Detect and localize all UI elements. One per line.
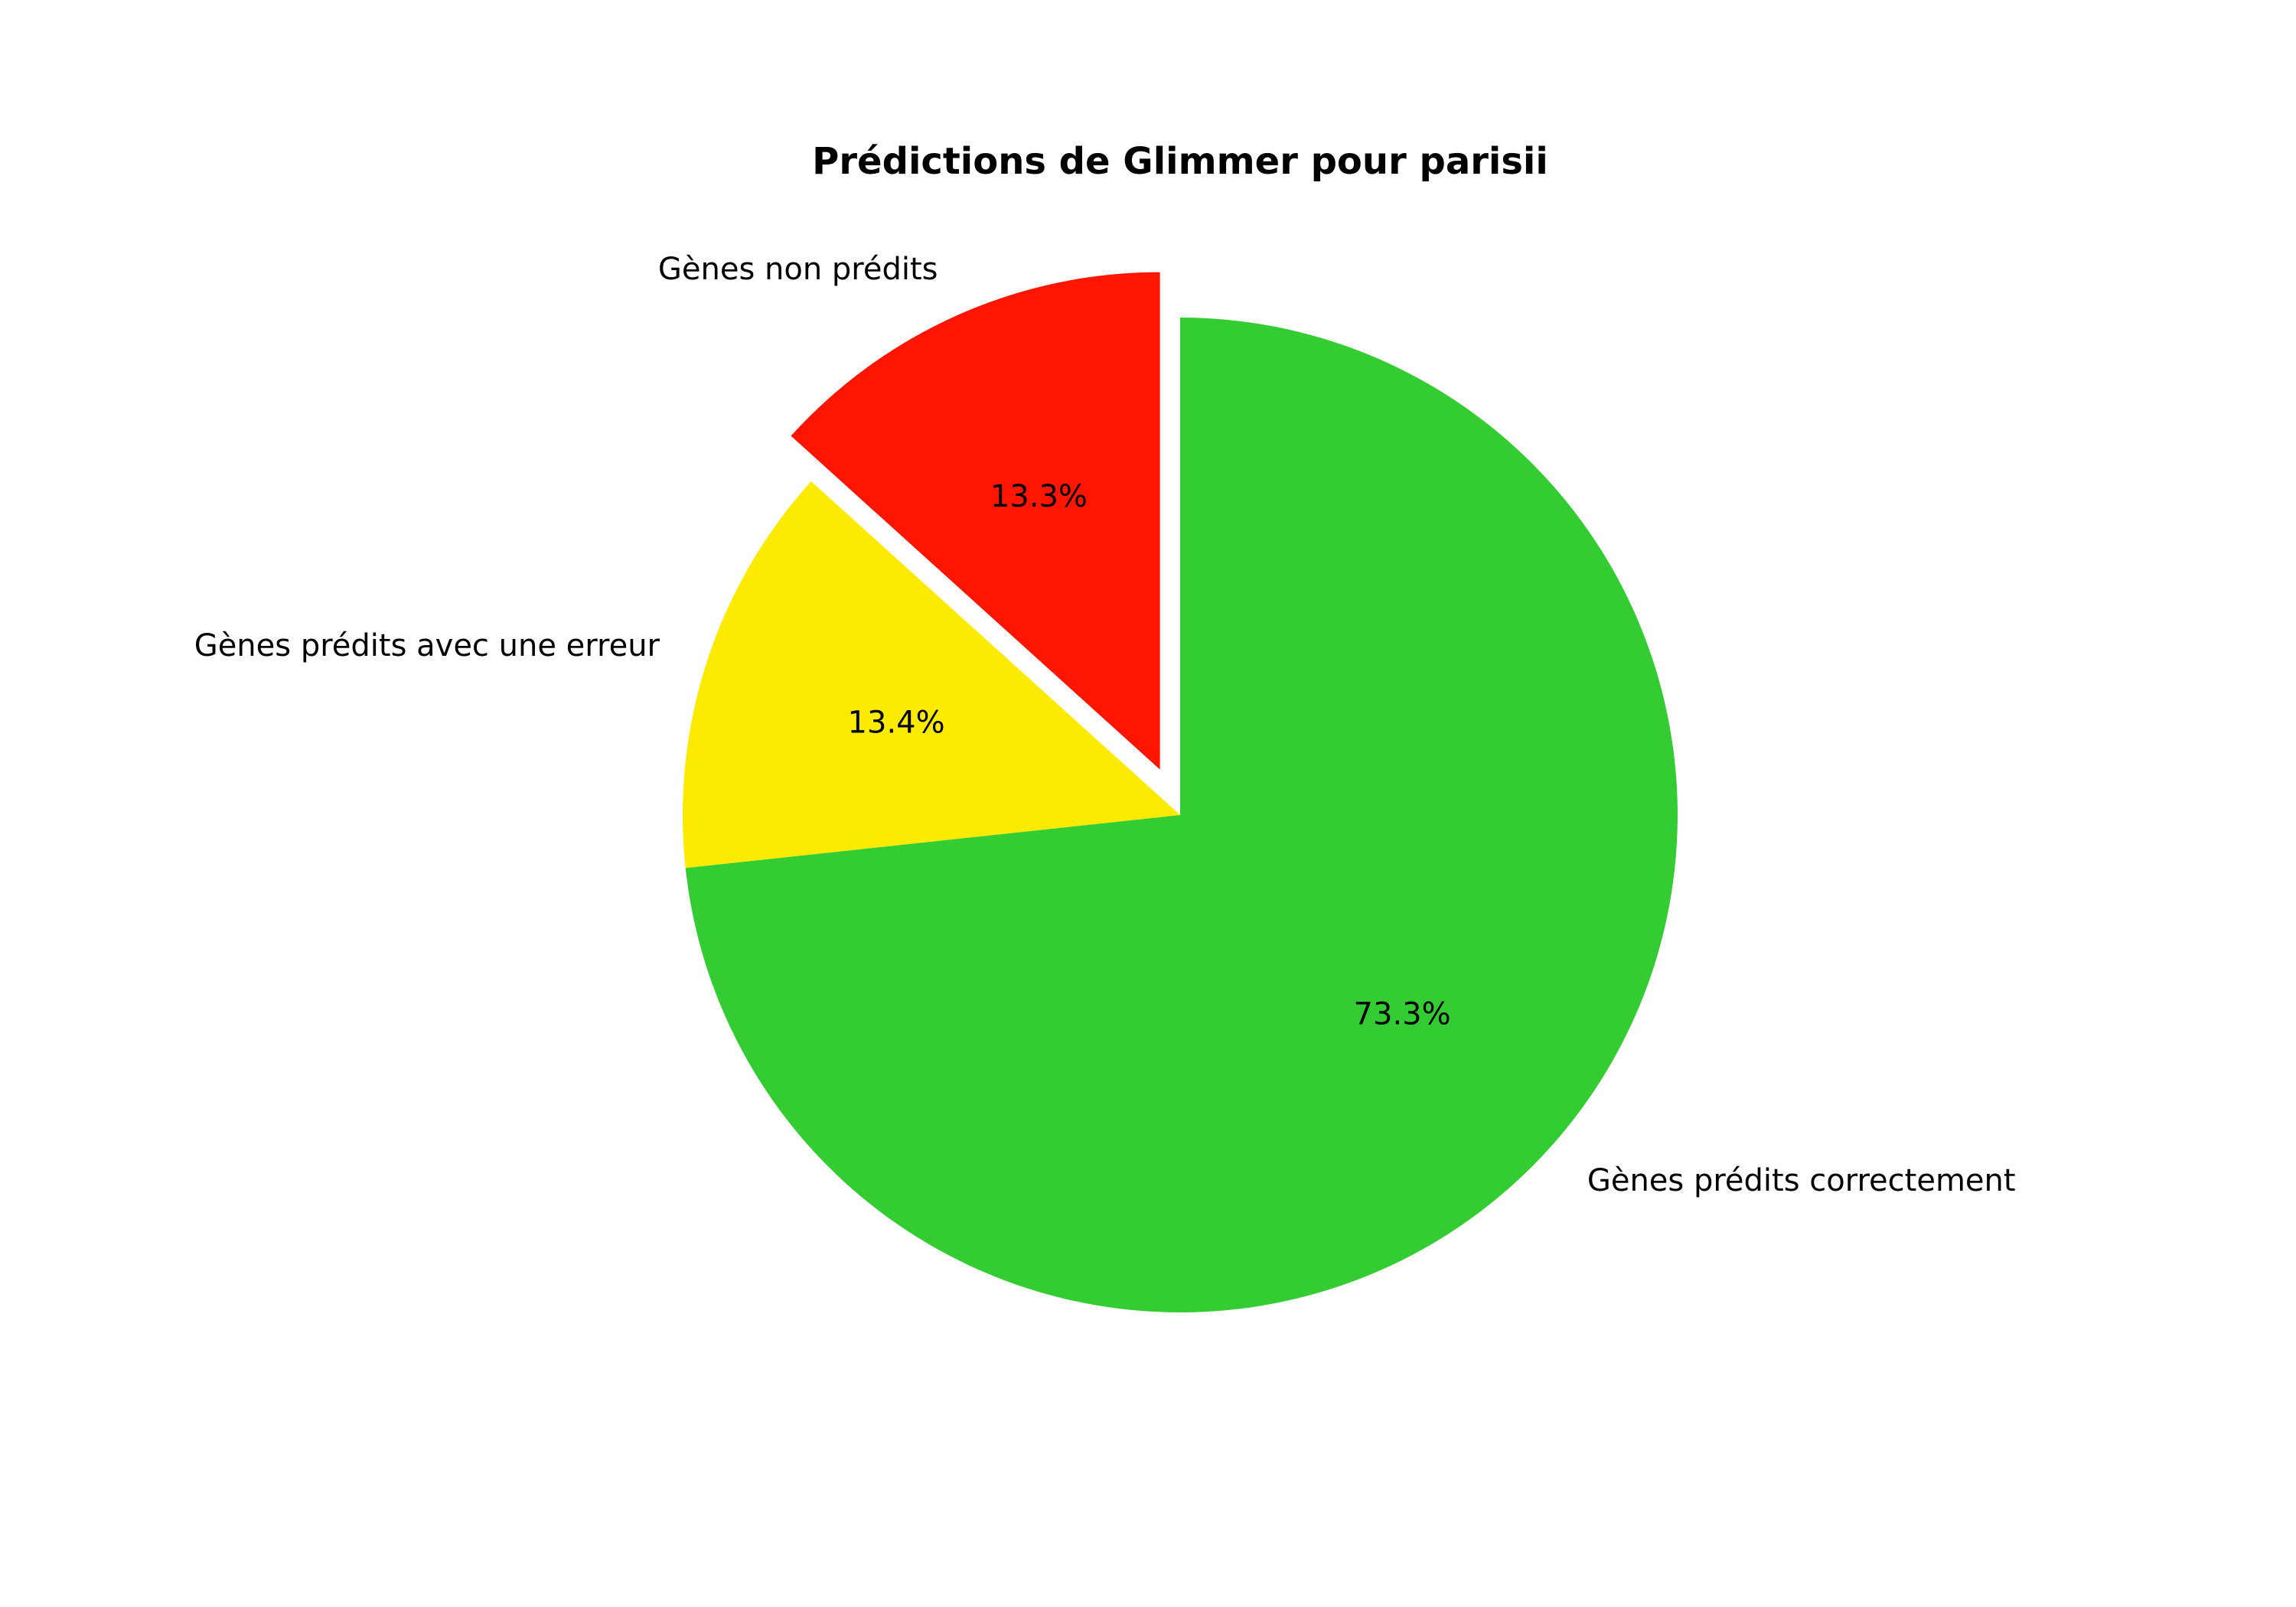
slice-percent-label-1: 13.4%	[848, 705, 945, 740]
pie-slice-1	[683, 481, 1180, 869]
slice-percent-label-0: 73.3%	[1354, 997, 1451, 1032]
slice-percent-label-2: 13.3%	[990, 479, 1088, 514]
pie-labels: 73.3% Gènes prédits correctement 13.4% Gène…	[194, 252, 2016, 1198]
pie-slice-0	[685, 318, 1678, 1312]
slice-category-label-2: Gènes non prédits	[658, 252, 938, 287]
pie-slices	[683, 272, 1678, 1312]
slice-category-label-0: Gènes prédits correctement	[1587, 1163, 2016, 1198]
chart-title: Prédictions de Glimmer pour parisii	[812, 140, 1548, 183]
pie-slice-2	[791, 272, 1160, 770]
slice-category-label-1: Gènes prédits avec une erreur	[194, 628, 660, 663]
